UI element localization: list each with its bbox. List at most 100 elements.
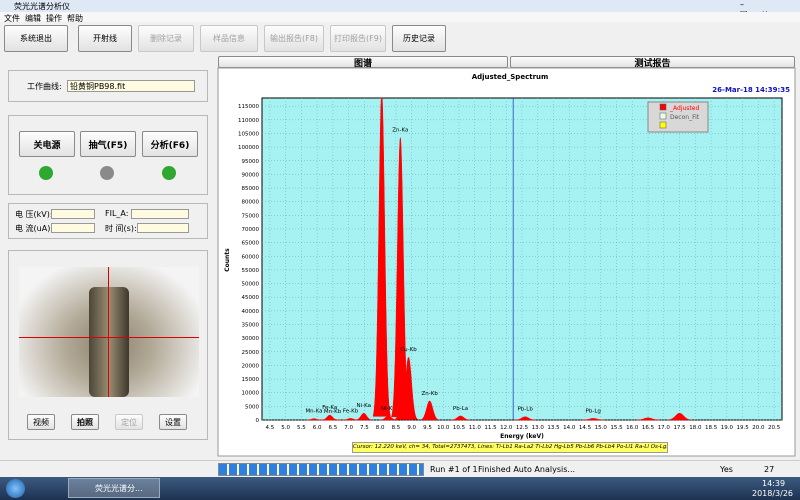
x-tick-label: 6.5 bbox=[329, 425, 338, 431]
menu-item[interactable]: 文件 bbox=[4, 14, 20, 23]
y-tick-label: 15000 bbox=[242, 377, 260, 383]
x-tick-label: 9.0 bbox=[407, 425, 416, 431]
x-tick-label: 10.0 bbox=[437, 425, 450, 431]
x-tick-label: 8.5 bbox=[392, 425, 401, 431]
y-tick-label: 80000 bbox=[242, 200, 260, 206]
peak-label: Mn-Kb bbox=[324, 409, 342, 415]
clock-time: 14:39 bbox=[762, 479, 786, 488]
y-tick-label: 65000 bbox=[242, 241, 260, 247]
legend-swatch bbox=[659, 103, 667, 111]
menu-item[interactable]: 编辑 bbox=[25, 14, 41, 23]
x-tick-label: 12.0 bbox=[500, 425, 513, 431]
peak bbox=[420, 400, 440, 421]
legend-box bbox=[647, 101, 709, 133]
power-icon bbox=[39, 166, 53, 180]
status-message: Finished Auto Analysis... bbox=[478, 465, 576, 474]
y-tick-label: 5000 bbox=[245, 404, 259, 410]
vacuum-button[interactable]: 抽气(F5) bbox=[80, 131, 136, 157]
peak bbox=[450, 415, 471, 421]
status-count: 27 bbox=[764, 465, 775, 474]
peak bbox=[372, 97, 391, 417]
x-tick-label: 19.0 bbox=[721, 425, 734, 431]
toolbar-button[interactable]: 删除记录 bbox=[138, 25, 194, 52]
clock-date: 2018/3/26 bbox=[752, 489, 794, 498]
y-tick-label: 110000 bbox=[238, 118, 259, 124]
camera-button[interactable]: 视频 bbox=[27, 414, 55, 430]
x-tick-label: 19.5 bbox=[736, 425, 749, 431]
curve-group: 工作曲线: 铅黄铜PB98.fit bbox=[8, 70, 208, 102]
control-group: 关电源 抽气(F5) 分析(F6) bbox=[8, 115, 208, 195]
peak bbox=[398, 356, 419, 420]
field-label: 电 流(uA): bbox=[15, 224, 54, 233]
peak-label: Pb-Lb bbox=[517, 407, 533, 413]
y-tick-label: 90000 bbox=[242, 172, 260, 178]
window-title: 荧光光谱分析仪 bbox=[14, 2, 70, 11]
x-tick-label: 17.5 bbox=[673, 425, 686, 431]
peak-label: Ni-Ka bbox=[357, 403, 372, 409]
analyze-button[interactable]: 分析(F6) bbox=[142, 131, 198, 157]
legend-swatch bbox=[659, 112, 667, 120]
x-tick-label: 16.0 bbox=[626, 425, 639, 431]
toolbar-button[interactable]: 样品信息 bbox=[200, 25, 258, 52]
x-tick-label: 8.0 bbox=[376, 425, 385, 431]
chart-title: Adjusted_Spectrum bbox=[472, 73, 549, 81]
x-tick-label: 7.5 bbox=[360, 425, 369, 431]
y-tick-label: 60000 bbox=[242, 254, 260, 260]
toolbar-button[interactable]: 开射线 bbox=[78, 25, 132, 52]
toolbar-button[interactable]: 系统退出 bbox=[4, 25, 68, 52]
y-tick-label: 25000 bbox=[242, 350, 260, 356]
toolbar-button[interactable]: 输出报告(F8) bbox=[264, 25, 324, 52]
taskbar: 荧光光谱分... 14:39 2018/3/26 bbox=[0, 477, 800, 500]
menu-item[interactable]: 操作 bbox=[46, 14, 62, 23]
x-tick-label: 15.5 bbox=[610, 425, 623, 431]
peak-label: Pb-Lg bbox=[586, 408, 601, 414]
x-tick-label: 20.5 bbox=[768, 425, 781, 431]
peak bbox=[636, 417, 660, 421]
x-tick-label: 17.0 bbox=[658, 425, 671, 431]
x-tick-label: 10.5 bbox=[453, 425, 466, 431]
peak-label: Cu-Kb bbox=[400, 347, 417, 353]
timestamp: 26-Mar-18 14:39:35 bbox=[712, 86, 790, 94]
x-tick-label: 6.0 bbox=[313, 425, 322, 431]
curve-select[interactable]: 铅黄铜PB98.fit bbox=[67, 80, 195, 92]
camera-button[interactable]: 定位 bbox=[115, 414, 143, 430]
y-tick-label: 0 bbox=[256, 418, 260, 424]
x-tick-label: 4.5 bbox=[266, 425, 275, 431]
status-bar: Run #1 of 1 Finished Auto Analysis... Ye… bbox=[0, 460, 800, 477]
camera-view bbox=[19, 267, 199, 397]
status-run: Run #1 of 1 bbox=[430, 465, 478, 474]
x-tick-label: 12.5 bbox=[516, 425, 529, 431]
peak bbox=[306, 418, 322, 421]
crosshair bbox=[108, 267, 109, 397]
sample-image bbox=[89, 287, 129, 397]
x-tick-label: 5.0 bbox=[281, 425, 290, 431]
toolbar-button[interactable]: 历史记录 bbox=[392, 25, 446, 52]
field-label: FIL_A: bbox=[105, 209, 129, 218]
readout-group: 电 压(kV): FIL_A: 电 流(uA): 时 间(s): bbox=[8, 203, 208, 239]
field-input bbox=[51, 209, 95, 219]
y-tick-label: 95000 bbox=[242, 159, 260, 165]
peak-label: Zn-Kb bbox=[421, 391, 438, 397]
y-tick-label: 35000 bbox=[242, 322, 260, 328]
menu-bar: 文件 编辑 操作 帮助 bbox=[0, 12, 800, 23]
y-tick-label: 100000 bbox=[238, 145, 259, 151]
x-tick-label: 14.0 bbox=[563, 425, 576, 431]
toolbar-button[interactable]: 打印报告(F9) bbox=[330, 25, 386, 52]
power-button[interactable]: 关电源 bbox=[19, 131, 75, 157]
camera-button[interactable]: 设置 bbox=[159, 414, 187, 430]
vacuum-icon bbox=[100, 166, 114, 180]
menu-item[interactable]: 帮助 bbox=[67, 14, 83, 23]
taskbar-app[interactable]: 荧光光谱分... bbox=[68, 478, 160, 498]
camera-button[interactable]: 拍照 bbox=[71, 414, 99, 430]
legend-swatch bbox=[659, 121, 667, 129]
x-tick-label: 15.0 bbox=[595, 425, 608, 431]
start-button[interactable] bbox=[6, 479, 25, 498]
x-tick-label: 20.0 bbox=[752, 425, 765, 431]
y-tick-label: 70000 bbox=[242, 227, 260, 233]
y-tick-label: 10000 bbox=[242, 391, 260, 397]
peak-label: Fe-Kb bbox=[343, 408, 359, 414]
x-tick-label: 11.5 bbox=[484, 425, 497, 431]
legend-label: Decon_Fit bbox=[670, 114, 700, 121]
y-tick-label: 85000 bbox=[242, 186, 260, 192]
y-tick-label: 115000 bbox=[238, 104, 259, 110]
